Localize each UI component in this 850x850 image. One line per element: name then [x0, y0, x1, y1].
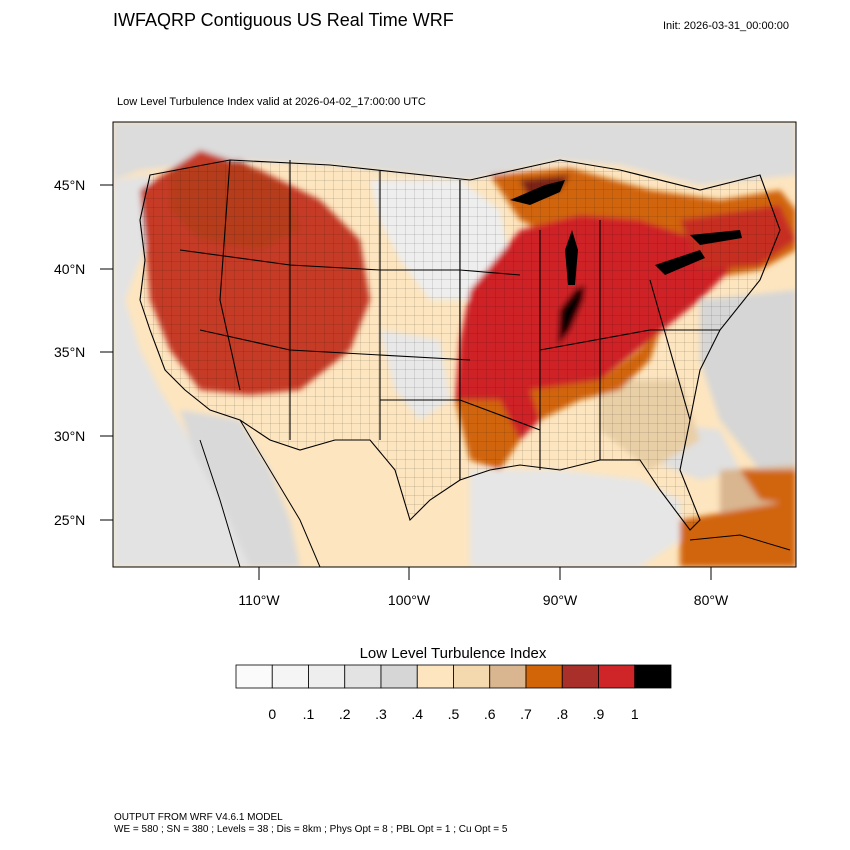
lat-label-30: 30°N — [54, 428, 85, 444]
lat-label-45: 45°N — [54, 177, 85, 193]
legend-swatch — [416, 664, 454, 689]
legend-label: .1 — [303, 706, 315, 722]
legend-label: .9 — [593, 706, 605, 722]
lon-label-90: 90°W — [543, 592, 578, 608]
legend-label: 1 — [631, 706, 639, 722]
page-title: IWFAQRP Contiguous US Real Time WRF — [113, 10, 454, 30]
legend-swatch — [634, 664, 672, 689]
legend-label: .4 — [411, 706, 423, 722]
legend-swatch — [561, 664, 599, 689]
legend-title: Low Level Turbulence Index — [359, 645, 547, 662]
lat-label-35: 35°N — [54, 344, 85, 360]
legend-label: .3 — [375, 706, 387, 722]
legend-swatch — [380, 664, 418, 689]
footer-model: OUTPUT FROM WRF V4.6.1 MODEL — [114, 812, 283, 823]
lat-label-40: 40°N — [54, 261, 85, 277]
legend-swatch — [344, 664, 382, 689]
axis-ticks — [100, 184, 712, 580]
legend-swatch — [271, 664, 309, 689]
legend-swatch — [453, 664, 491, 689]
legend-label: .6 — [484, 706, 496, 722]
legend-label: .2 — [339, 706, 351, 722]
map-field — [113, 122, 796, 567]
lon-label-100: 100°W — [388, 592, 431, 608]
init-time: Init: 2026-03-31_00:00:00 — [663, 20, 789, 32]
footer-config: WE = 580 ; SN = 380 ; Levels = 38 ; Dis … — [114, 824, 508, 835]
legend-labels: 0 .1 .2 .3 .4 .5 .6 .7 .8 .9 1 — [268, 706, 639, 722]
lat-label-25: 25°N — [54, 512, 85, 528]
legend-swatch — [489, 664, 527, 689]
legend-label: .8 — [556, 706, 568, 722]
legend-label: .5 — [448, 706, 460, 722]
legend-label: 0 — [268, 706, 276, 722]
map-frame — [112, 121, 797, 568]
legend-swatch — [308, 664, 346, 689]
legend-label: .7 — [520, 706, 532, 722]
lon-label-80: 80°W — [694, 592, 729, 608]
lon-label-110: 110°W — [238, 592, 280, 608]
map-subtitle: Low Level Turbulence Index valid at 2026… — [117, 96, 426, 108]
legend-swatch — [598, 664, 636, 689]
legend-swatch — [235, 664, 273, 689]
legend-colorbar — [235, 664, 672, 689]
legend-swatch — [525, 664, 563, 689]
